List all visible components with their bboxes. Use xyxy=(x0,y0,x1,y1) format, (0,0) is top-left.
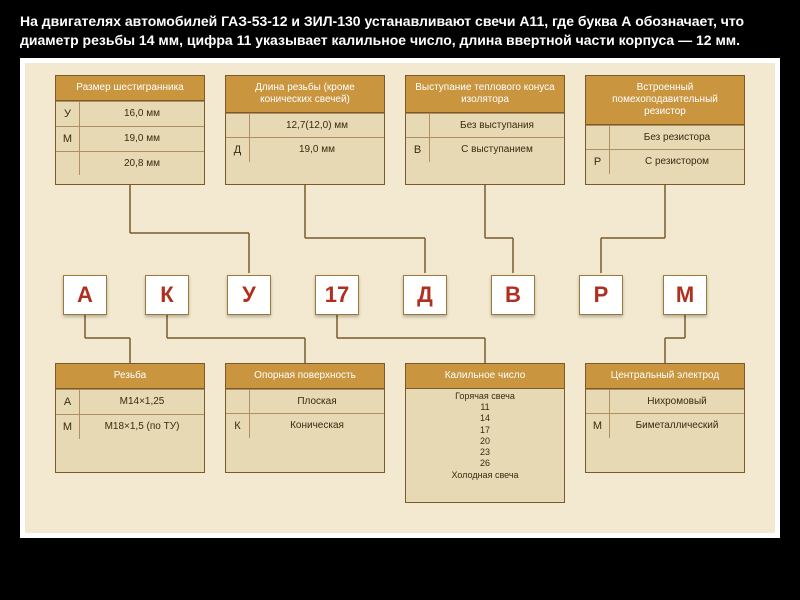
row-code: Д xyxy=(226,138,250,162)
row-code: М xyxy=(56,415,80,439)
top-box: Длина резьбы (кроме конических свечей)12… xyxy=(225,75,385,185)
row-code: М xyxy=(586,414,610,438)
row-value: Без резистора xyxy=(610,126,744,149)
row-code xyxy=(586,390,610,413)
box-row: АМ14×1,25 xyxy=(56,389,204,414)
box-title: Опорная поверхность xyxy=(226,364,384,389)
box-row: Плоская xyxy=(226,389,384,413)
row-code: М xyxy=(56,127,80,151)
code-label: К xyxy=(145,275,189,315)
row-value: 19,0 мм xyxy=(80,127,204,151)
box-title: Резьба xyxy=(56,364,204,389)
row-code: Р xyxy=(586,150,610,174)
code-label: У xyxy=(227,275,271,315)
code-label: Р xyxy=(579,275,623,315)
spark-plug-code-diagram: АКУ17ДВРМ Размер шестигранникаУ16,0 ммМ1… xyxy=(25,63,775,533)
code-label: В xyxy=(491,275,535,315)
box-row: У16,0 мм xyxy=(56,101,204,126)
box-row: МБиметаллический xyxy=(586,413,744,438)
row-value: Плоская xyxy=(250,390,384,413)
box-title: Размер шестигранника xyxy=(56,76,204,101)
row-value: 16,0 мм xyxy=(80,102,204,126)
bottom-box: Центральный электродНихромовыйМБиметалли… xyxy=(585,363,745,473)
box-row: Нихромовый xyxy=(586,389,744,413)
row-code: У xyxy=(56,102,80,126)
row-value: 20,8 мм xyxy=(80,152,204,175)
bottom-box: Калильное числоГорячая свеча111417202326… xyxy=(405,363,565,503)
row-value: М14×1,25 xyxy=(80,390,204,414)
code-label: А xyxy=(63,275,107,315)
row-code xyxy=(56,152,80,175)
row-value: Биметаллический xyxy=(610,414,744,438)
box-body: Горячая свеча111417202326Холодная свеча xyxy=(406,389,564,483)
box-row: РС резистором xyxy=(586,149,744,174)
box-row: Д19,0 мм xyxy=(226,137,384,162)
box-row: ВС выступанием xyxy=(406,137,564,162)
row-value: С выступанием xyxy=(430,138,564,162)
code-label: Д xyxy=(403,275,447,315)
row-code: А xyxy=(56,390,80,414)
box-row: ММ18×1,5 (по ТУ) xyxy=(56,414,204,439)
box-row: М19,0 мм xyxy=(56,126,204,151)
row-code xyxy=(226,114,250,137)
row-value: С резистором xyxy=(610,150,744,174)
box-row: Без выступания xyxy=(406,113,564,137)
row-code: В xyxy=(406,138,430,162)
box-title: Калильное число xyxy=(406,364,564,389)
row-value: 12,7(12,0) мм xyxy=(250,114,384,137)
row-value: Без выступания xyxy=(430,114,564,137)
top-box: Встроенный помехоподавительный резисторБ… xyxy=(585,75,745,185)
box-row: 12,7(12,0) мм xyxy=(226,113,384,137)
bottom-box: Опорная поверхностьПлоскаяККоническая xyxy=(225,363,385,473)
code-label: М xyxy=(663,275,707,315)
header-text: На двигателях автомобилей ГАЗ-53-12 и ЗИ… xyxy=(0,0,800,58)
box-title: Длина резьбы (кроме конических свечей) xyxy=(226,76,384,113)
top-box: Выступание теплового конуса изолятораБез… xyxy=(405,75,565,185)
box-title: Встроенный помехоподавительный резистор xyxy=(586,76,744,125)
box-row: 20,8 мм xyxy=(56,151,204,175)
row-value: М18×1,5 (по ТУ) xyxy=(80,415,204,439)
row-code: К xyxy=(226,414,250,438)
row-value: 19,0 мм xyxy=(250,138,384,162)
box-row: ККоническая xyxy=(226,413,384,438)
row-value: Коническая xyxy=(250,414,384,438)
box-title: Выступание теплового конуса изолятора xyxy=(406,76,564,113)
row-code xyxy=(406,114,430,137)
row-code xyxy=(226,390,250,413)
code-labels-strip: АКУ 17 Д В РМ xyxy=(25,273,775,317)
row-value: Нихромовый xyxy=(610,390,744,413)
row-code xyxy=(586,126,610,149)
box-title: Центральный электрод xyxy=(586,364,744,389)
box-row: Без резистора xyxy=(586,125,744,149)
bottom-box: РезьбаАМ14×1,25ММ18×1,5 (по ТУ) xyxy=(55,363,205,473)
code-label: 17 xyxy=(315,275,359,315)
top-box: Размер шестигранникаУ16,0 ммМ19,0 мм20,8… xyxy=(55,75,205,185)
diagram-wrap: АКУ17ДВРМ Размер шестигранникаУ16,0 ммМ1… xyxy=(20,58,780,538)
